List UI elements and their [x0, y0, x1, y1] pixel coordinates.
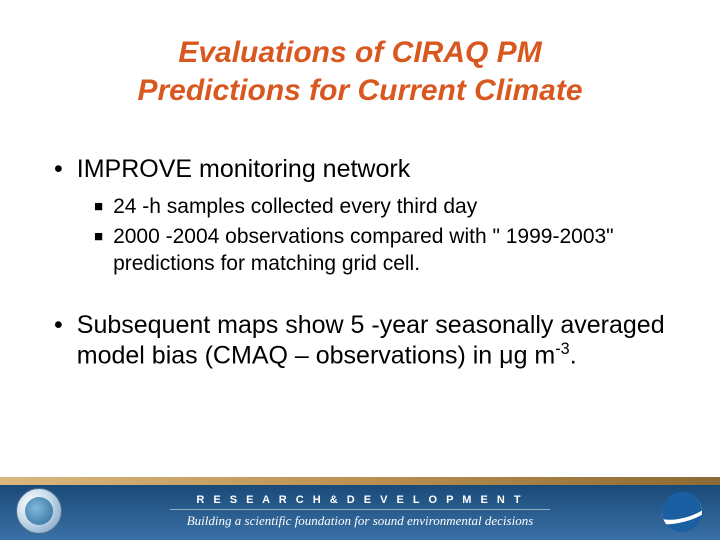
bullet-level1: • IMPROVE monitoring network: [54, 155, 670, 184]
title-line-1: Evaluations of CIRAQ PM: [178, 36, 541, 69]
bullet-marker: •: [54, 155, 63, 184]
footer-divider: [170, 509, 550, 510]
unit-exponent: -3: [555, 340, 569, 358]
title-line-2: Predictions for Current Climate: [137, 74, 582, 107]
footer-band: R E S E A R C H & D E V E L O P M E N T …: [0, 485, 720, 540]
bullet-square-marker: ■: [94, 194, 103, 220]
bullet-square-marker: ■: [94, 224, 103, 277]
bullet-level1: • Subsequent maps show 5 -year seasonall…: [54, 311, 670, 370]
epa-logo: [16, 488, 62, 534]
unit-gm: g m: [514, 341, 556, 369]
bullet-level2: ■ 24 -h samples collected every third da…: [94, 194, 670, 220]
bullet-marker: •: [54, 311, 63, 370]
footer-tagline: Building a scientific foundation for sou…: [187, 513, 534, 529]
slide-footer: R E S E A R C H & D E V E L O P M E N T …: [0, 477, 720, 540]
epa-logo-inner: [25, 497, 53, 525]
noaa-logo: [662, 492, 702, 532]
bullet-text: 2000 -2004 observations compared with " …: [113, 224, 670, 277]
bullet-text: Subsequent maps show 5 -year seasonally …: [77, 311, 670, 370]
slide-body: Evaluations of CIRAQ PM Predictions for …: [0, 0, 720, 370]
slide-title: Evaluations of CIRAQ PM Predictions for …: [50, 34, 670, 109]
unit-mu: μ: [499, 341, 513, 369]
footer-accent-bar: [0, 477, 720, 485]
spacer: [50, 281, 670, 311]
footer-heading: R E S E A R C H & D E V E L O P M E N T: [196, 494, 523, 506]
bullet-level2: ■ 2000 -2004 observations compared with …: [94, 224, 670, 277]
bullet-text-end: .: [570, 341, 577, 369]
bullet-text: IMPROVE monitoring network: [77, 155, 410, 184]
bullet-text: 24 -h samples collected every third day: [113, 194, 477, 220]
